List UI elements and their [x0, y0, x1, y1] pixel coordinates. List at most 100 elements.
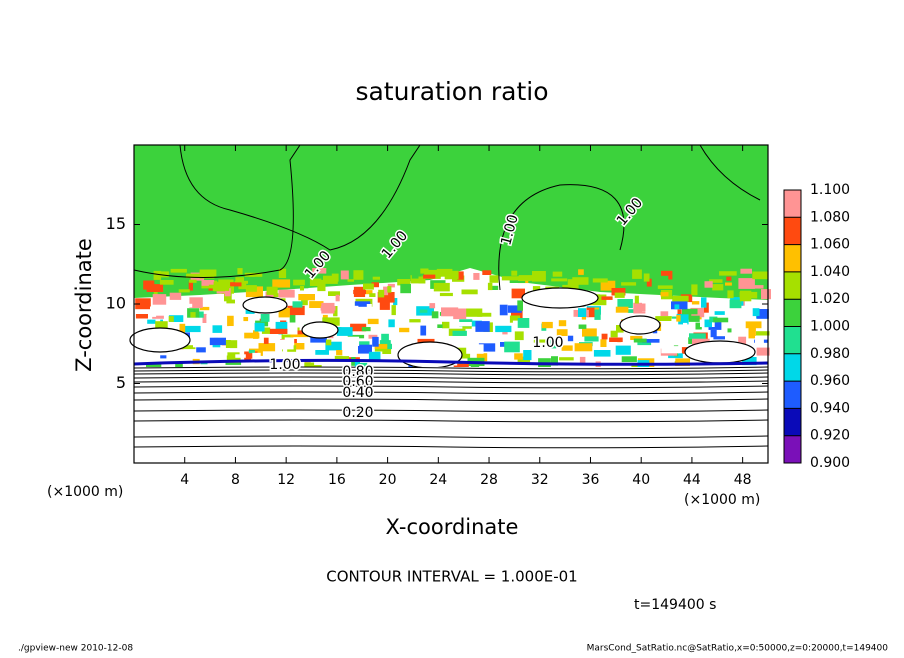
field-cell — [749, 285, 764, 289]
field-cell — [476, 353, 488, 362]
field-cell — [358, 344, 372, 354]
x-tick-label: 12 — [277, 472, 295, 488]
field-cell — [660, 292, 669, 297]
contour-line — [699, 144, 761, 201]
field-cell — [614, 313, 620, 318]
colorbar-label: 1.000 — [810, 319, 850, 335]
field-cell — [208, 286, 214, 291]
field-cell — [244, 332, 260, 339]
field-cell — [439, 292, 453, 297]
cloud-blob — [242, 296, 288, 314]
field-cell — [617, 299, 633, 309]
field-cell — [616, 325, 624, 333]
field-cell — [721, 317, 737, 323]
field-cell — [659, 275, 669, 285]
x-tick-label: 16 — [328, 472, 346, 488]
field-cell — [466, 344, 484, 354]
contour-interval: CONTOUR INTERVAL = 1.000E-01 — [326, 568, 577, 586]
field-cell — [206, 315, 218, 323]
contour-line — [133, 398, 769, 402]
field-cell — [666, 340, 684, 344]
field-cell — [615, 306, 629, 313]
field-cell — [594, 309, 601, 320]
field-cell — [419, 309, 428, 313]
field-cell — [315, 350, 329, 355]
cloud-blob — [521, 287, 599, 309]
field-cell — [745, 321, 762, 329]
field-cell — [643, 273, 650, 282]
colorbar-label: 0.920 — [810, 428, 850, 444]
field-cell — [761, 289, 771, 300]
field-cell — [333, 306, 338, 317]
field-cell — [704, 281, 713, 288]
field-cell — [169, 292, 182, 300]
field-cell — [512, 320, 523, 328]
field-cell — [269, 328, 288, 334]
field-cell — [374, 344, 392, 349]
field-cell — [387, 283, 395, 288]
colorbar-label: 0.900 — [810, 455, 850, 471]
field-cell — [609, 337, 623, 342]
field-cell — [254, 322, 265, 332]
field-cell — [565, 328, 575, 339]
field-cell — [372, 336, 379, 347]
field-cell — [243, 317, 249, 322]
field-cell — [353, 270, 364, 280]
field-cell — [660, 311, 669, 317]
contour-label: 0.60 — [342, 374, 373, 390]
field-cell — [381, 333, 389, 345]
field-cell — [578, 269, 584, 275]
field-cell — [748, 327, 756, 339]
field-cell — [234, 282, 242, 287]
contour-line — [133, 391, 769, 395]
field-cell — [292, 301, 303, 308]
field-cell — [353, 289, 366, 295]
field-cell — [276, 339, 294, 350]
contour-line — [133, 372, 769, 376]
field-cell — [477, 312, 492, 317]
x-tick-label: 8 — [231, 472, 240, 488]
field-cell — [688, 315, 700, 322]
field-cell — [637, 341, 652, 346]
field-cell — [212, 344, 221, 348]
source-label: MarsCond_SatRatio.nc@SatRatio,x=0:50000,… — [587, 644, 889, 654]
field-cell — [433, 282, 450, 292]
field-cell — [227, 315, 234, 327]
field-cell — [634, 295, 639, 304]
field-cell — [275, 321, 288, 333]
field-cell — [209, 337, 226, 346]
field-cell — [550, 339, 557, 349]
field-cell — [578, 324, 587, 329]
contour-line — [133, 144, 301, 278]
colorbar-band — [784, 217, 801, 245]
field-cell — [199, 269, 215, 279]
field-cell — [751, 293, 767, 299]
field-cell — [674, 304, 680, 310]
field-cell — [558, 320, 567, 327]
field-cell — [632, 269, 642, 279]
field-cell — [336, 327, 353, 336]
contour-label: 0.80 — [342, 364, 373, 380]
field-cell — [683, 322, 688, 330]
field-cell — [178, 289, 190, 293]
field-cell — [676, 313, 689, 325]
field-cell — [230, 282, 236, 287]
field-cell — [424, 269, 441, 279]
field-cell — [752, 308, 760, 317]
x-unit: (×1000 m) — [684, 492, 760, 508]
field-cell — [633, 302, 646, 314]
field-cell — [738, 278, 755, 289]
colorbar-label: 0.960 — [810, 373, 850, 389]
field-cell — [234, 280, 248, 284]
field-cell — [755, 335, 764, 344]
field-cell — [709, 279, 723, 283]
colorbar-band — [784, 326, 801, 354]
field-cell — [726, 276, 732, 281]
field-cell — [263, 337, 269, 344]
field-cell — [683, 284, 699, 295]
field-cell — [271, 320, 277, 325]
field-cell — [708, 320, 722, 330]
field-cell — [511, 270, 518, 276]
field-cell — [514, 353, 523, 360]
field-cell — [354, 359, 360, 369]
